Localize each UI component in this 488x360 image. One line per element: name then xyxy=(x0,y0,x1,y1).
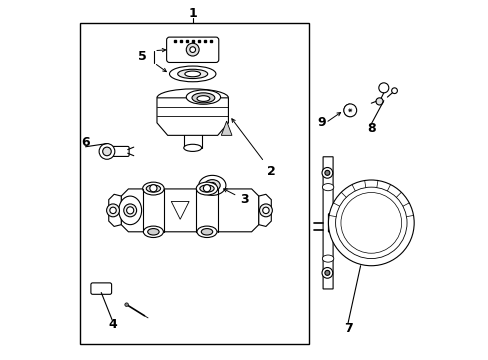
Text: 9: 9 xyxy=(316,116,325,129)
Text: 4: 4 xyxy=(108,318,117,331)
Ellipse shape xyxy=(177,69,207,78)
Circle shape xyxy=(259,204,272,217)
Ellipse shape xyxy=(322,184,333,191)
Ellipse shape xyxy=(192,93,214,103)
Circle shape xyxy=(110,207,116,213)
FancyBboxPatch shape xyxy=(91,283,111,294)
Ellipse shape xyxy=(197,226,217,238)
Circle shape xyxy=(102,147,111,156)
Ellipse shape xyxy=(147,229,159,235)
Text: 2: 2 xyxy=(231,119,275,177)
Circle shape xyxy=(149,185,157,192)
Bar xyxy=(80,23,308,344)
Ellipse shape xyxy=(204,180,220,191)
Ellipse shape xyxy=(183,144,201,152)
Ellipse shape xyxy=(146,185,160,192)
Ellipse shape xyxy=(208,183,216,188)
Text: 6: 6 xyxy=(81,136,90,149)
Ellipse shape xyxy=(119,196,142,225)
Circle shape xyxy=(262,207,268,213)
Text: 8: 8 xyxy=(366,122,375,135)
Circle shape xyxy=(324,170,329,175)
Text: 1: 1 xyxy=(188,8,197,21)
Polygon shape xyxy=(221,121,231,135)
Polygon shape xyxy=(157,98,228,135)
Circle shape xyxy=(189,47,195,53)
Circle shape xyxy=(322,167,332,178)
Polygon shape xyxy=(258,194,271,226)
Circle shape xyxy=(203,185,210,192)
Ellipse shape xyxy=(196,182,217,195)
Circle shape xyxy=(322,267,332,278)
Circle shape xyxy=(186,43,199,56)
Ellipse shape xyxy=(143,226,163,238)
Polygon shape xyxy=(108,194,121,226)
Text: 3: 3 xyxy=(223,189,248,206)
FancyBboxPatch shape xyxy=(166,37,218,63)
Ellipse shape xyxy=(169,66,216,82)
Text: 7: 7 xyxy=(343,322,352,335)
Ellipse shape xyxy=(186,90,220,104)
Circle shape xyxy=(126,207,134,214)
Circle shape xyxy=(123,204,136,217)
Polygon shape xyxy=(121,189,258,232)
Circle shape xyxy=(324,270,329,275)
Ellipse shape xyxy=(322,255,333,262)
Circle shape xyxy=(328,180,413,266)
FancyBboxPatch shape xyxy=(112,147,129,157)
Ellipse shape xyxy=(201,229,212,235)
Circle shape xyxy=(343,104,356,117)
Circle shape xyxy=(375,98,382,105)
Ellipse shape xyxy=(200,185,214,192)
Ellipse shape xyxy=(184,71,200,77)
Circle shape xyxy=(106,204,119,217)
Ellipse shape xyxy=(142,182,164,195)
Polygon shape xyxy=(323,157,332,289)
Ellipse shape xyxy=(197,96,209,102)
Circle shape xyxy=(99,144,115,159)
Circle shape xyxy=(124,303,128,306)
Text: 5: 5 xyxy=(138,50,147,63)
Circle shape xyxy=(391,88,397,94)
Ellipse shape xyxy=(198,175,225,195)
Circle shape xyxy=(378,83,388,93)
